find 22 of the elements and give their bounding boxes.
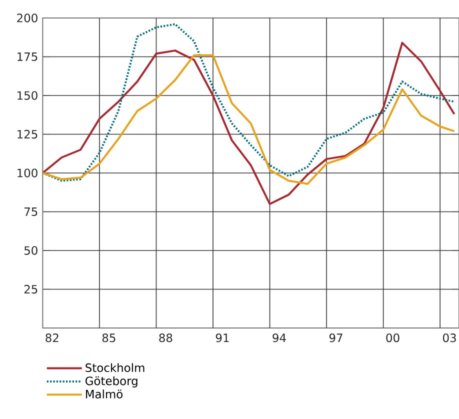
x-tick-label: 94 (272, 334, 286, 342)
y-tick-label: 25 (24, 284, 38, 294)
line-series (42, 23, 456, 182)
x-tick-label: 91 (216, 334, 229, 342)
y-tick-label: 100 (18, 168, 38, 178)
y-tick-label: 50 (24, 246, 38, 255)
line-series (42, 54, 456, 185)
x-tick-label: 00 (386, 334, 400, 342)
y-tick-label: 175 (18, 52, 38, 61)
legend-label: Malmö (86, 390, 122, 398)
legend-label: Göteborg (86, 376, 138, 388)
line-series (42, 42, 456, 205)
y-tick-label: 200 (17, 14, 38, 22)
x-tick-label: 03 (443, 334, 456, 342)
legend-label: Stockholm (86, 363, 144, 372)
x-tick-label: 82 (46, 334, 58, 342)
y-tick-label: 125 (18, 130, 38, 139)
y-tick-label: 150 (18, 91, 38, 100)
x-tick-label: 88 (159, 334, 172, 342)
y-tick-label: 75 (24, 208, 38, 216)
x-tick-label: 97 (329, 334, 342, 342)
x-tick-label: 85 (102, 334, 116, 342)
